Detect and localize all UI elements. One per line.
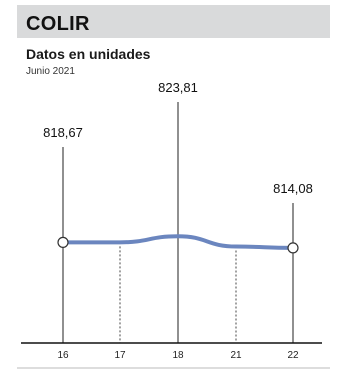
tick-label-16: 16	[57, 350, 69, 361]
tick-label-18: 18	[172, 350, 184, 361]
value-label-22: 814,08	[273, 181, 313, 196]
chart-subtitle: Datos en unidades	[26, 46, 151, 62]
value-label-16: 818,67	[43, 125, 83, 140]
chart-date: Junio 2021	[26, 66, 75, 77]
marker-16	[57, 236, 69, 248]
tick-label-17: 17	[114, 350, 126, 361]
header-band: COLIR	[17, 5, 330, 38]
data-point-17	[119, 241, 121, 243]
marker-22	[287, 242, 299, 254]
line-chart: 818,67 823,81 814,08 16 17 18 21 22	[17, 80, 330, 369]
value-label-18: 823,81	[158, 80, 198, 95]
chart-card: COLIR Datos en unidades Junio 2021 818,6…	[17, 0, 330, 372]
tick-label-22: 22	[287, 350, 299, 361]
data-point-21	[235, 246, 237, 248]
tick-label-21: 21	[230, 350, 242, 361]
data-point-18	[177, 235, 179, 237]
chart-ticker: COLIR	[26, 13, 90, 35]
